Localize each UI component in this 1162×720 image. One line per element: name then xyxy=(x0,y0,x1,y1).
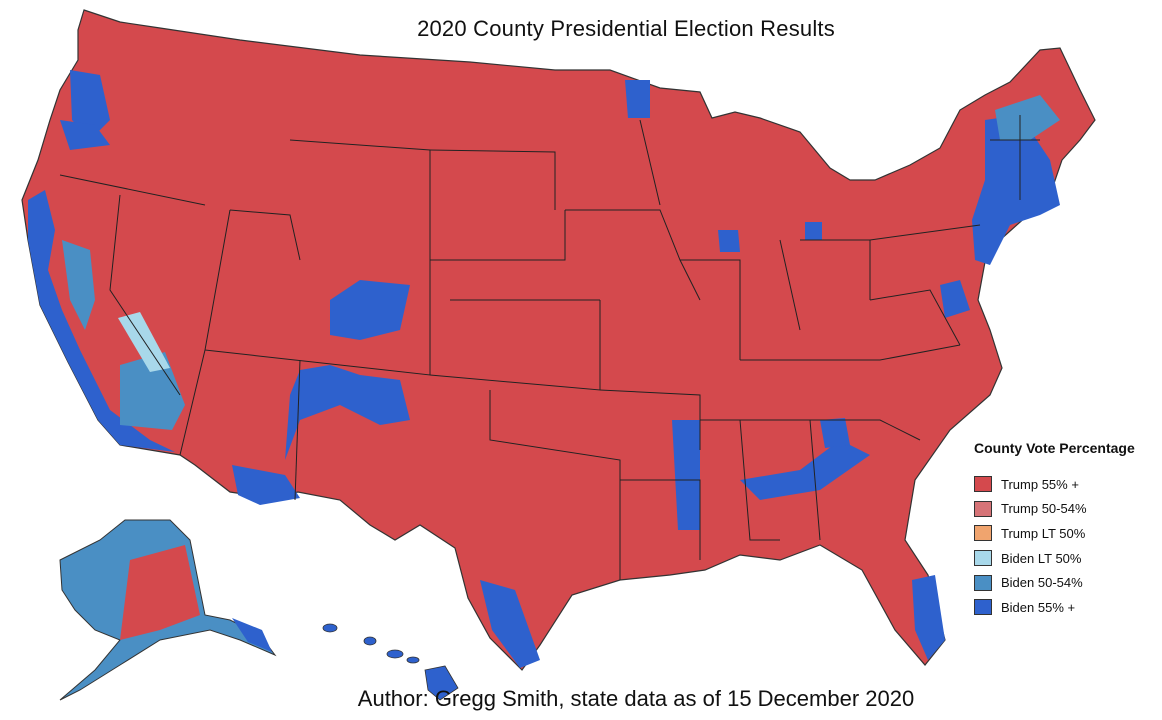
border-line xyxy=(869,289,961,346)
hawaii-island xyxy=(322,623,338,633)
border-line xyxy=(294,359,301,501)
puget-sound-blue xyxy=(70,70,110,140)
legend-item: Biden 55% + xyxy=(974,595,1154,620)
arizona-south-blue xyxy=(232,465,300,505)
border-line xyxy=(109,194,181,396)
legend-label: Trump LT 50% xyxy=(1001,525,1086,541)
legend-title: County Vote Percentage xyxy=(974,440,1135,456)
legend-item: Biden 50-54% xyxy=(974,570,1154,595)
nevada-clark-light xyxy=(118,312,170,372)
detroit-blue xyxy=(805,222,822,240)
california-central-blue xyxy=(62,240,95,330)
page-title: 2020 County Presidential Election Result… xyxy=(417,16,835,41)
hawaii-big-island xyxy=(424,665,459,701)
legend-swatch xyxy=(974,599,992,616)
legend-label: Trump 55% + xyxy=(1001,476,1079,492)
border-line xyxy=(639,119,661,206)
oregon-willamette-blue xyxy=(60,120,110,150)
legend-item: Trump 50-54% xyxy=(974,497,1154,522)
border-line xyxy=(869,224,981,241)
legend-label: Trump 50-54% xyxy=(1001,501,1087,517)
map-legend: County Vote Percentage Trump 55% + Trump… xyxy=(974,440,1154,620)
author-credit: Author: Gregg Smith, state data as of 15… xyxy=(357,686,915,711)
border-line xyxy=(700,419,921,441)
new-mexico-blue xyxy=(285,365,410,460)
border-line xyxy=(739,419,780,541)
alaska xyxy=(59,519,277,701)
southern-california-blue xyxy=(120,352,185,430)
pacific-coast-blue xyxy=(28,190,175,452)
border-line xyxy=(429,149,556,210)
south-florida-blue xyxy=(912,575,945,660)
legend-label: Biden 55% + xyxy=(1001,599,1076,615)
alaska-panhandle xyxy=(232,618,272,652)
legend-label: Biden 50-54% xyxy=(1001,575,1083,591)
colorado-front-range-blue xyxy=(330,280,410,340)
legend-item: Trump LT 50% xyxy=(974,521,1154,546)
border-line xyxy=(229,209,301,261)
black-belt-blue xyxy=(740,440,870,500)
border-line xyxy=(680,259,741,360)
border-line xyxy=(430,210,566,261)
hawaii xyxy=(322,623,459,701)
border-line xyxy=(565,209,701,301)
northeast-blue xyxy=(972,115,1060,265)
alaska-red xyxy=(120,545,200,640)
legend-swatch xyxy=(974,476,992,493)
south-texas-blue xyxy=(480,580,540,668)
minnesota-north-blue xyxy=(625,80,650,118)
us-mainland-shape xyxy=(21,9,1096,671)
legend-item: Biden LT 50% xyxy=(974,546,1154,571)
legend-swatch xyxy=(974,500,992,517)
atlanta-blue xyxy=(820,418,850,448)
border-line xyxy=(489,390,621,580)
border-line xyxy=(740,344,961,361)
border-line xyxy=(779,239,801,331)
legend-label: Biden LT 50% xyxy=(1001,550,1082,566)
legend-swatch xyxy=(974,550,992,567)
chicago-blue xyxy=(718,230,740,252)
hawaii-island xyxy=(406,656,420,664)
biden-regions xyxy=(28,70,1060,668)
border-line xyxy=(809,419,821,541)
state-borders xyxy=(59,115,1040,580)
border-line xyxy=(59,174,206,206)
legend-swatch xyxy=(974,574,992,591)
new-england-midblue xyxy=(995,95,1060,140)
hawaii-island xyxy=(363,636,377,646)
hawaii-island xyxy=(386,649,404,659)
legend-item: Trump 55% + xyxy=(974,472,1154,497)
contiguous-us xyxy=(21,9,1096,671)
legend-swatch xyxy=(974,525,992,542)
border-line xyxy=(599,389,701,450)
maryland-dc-blue xyxy=(940,280,970,318)
mississippi-delta-blue xyxy=(672,420,700,530)
border-line xyxy=(620,479,701,560)
